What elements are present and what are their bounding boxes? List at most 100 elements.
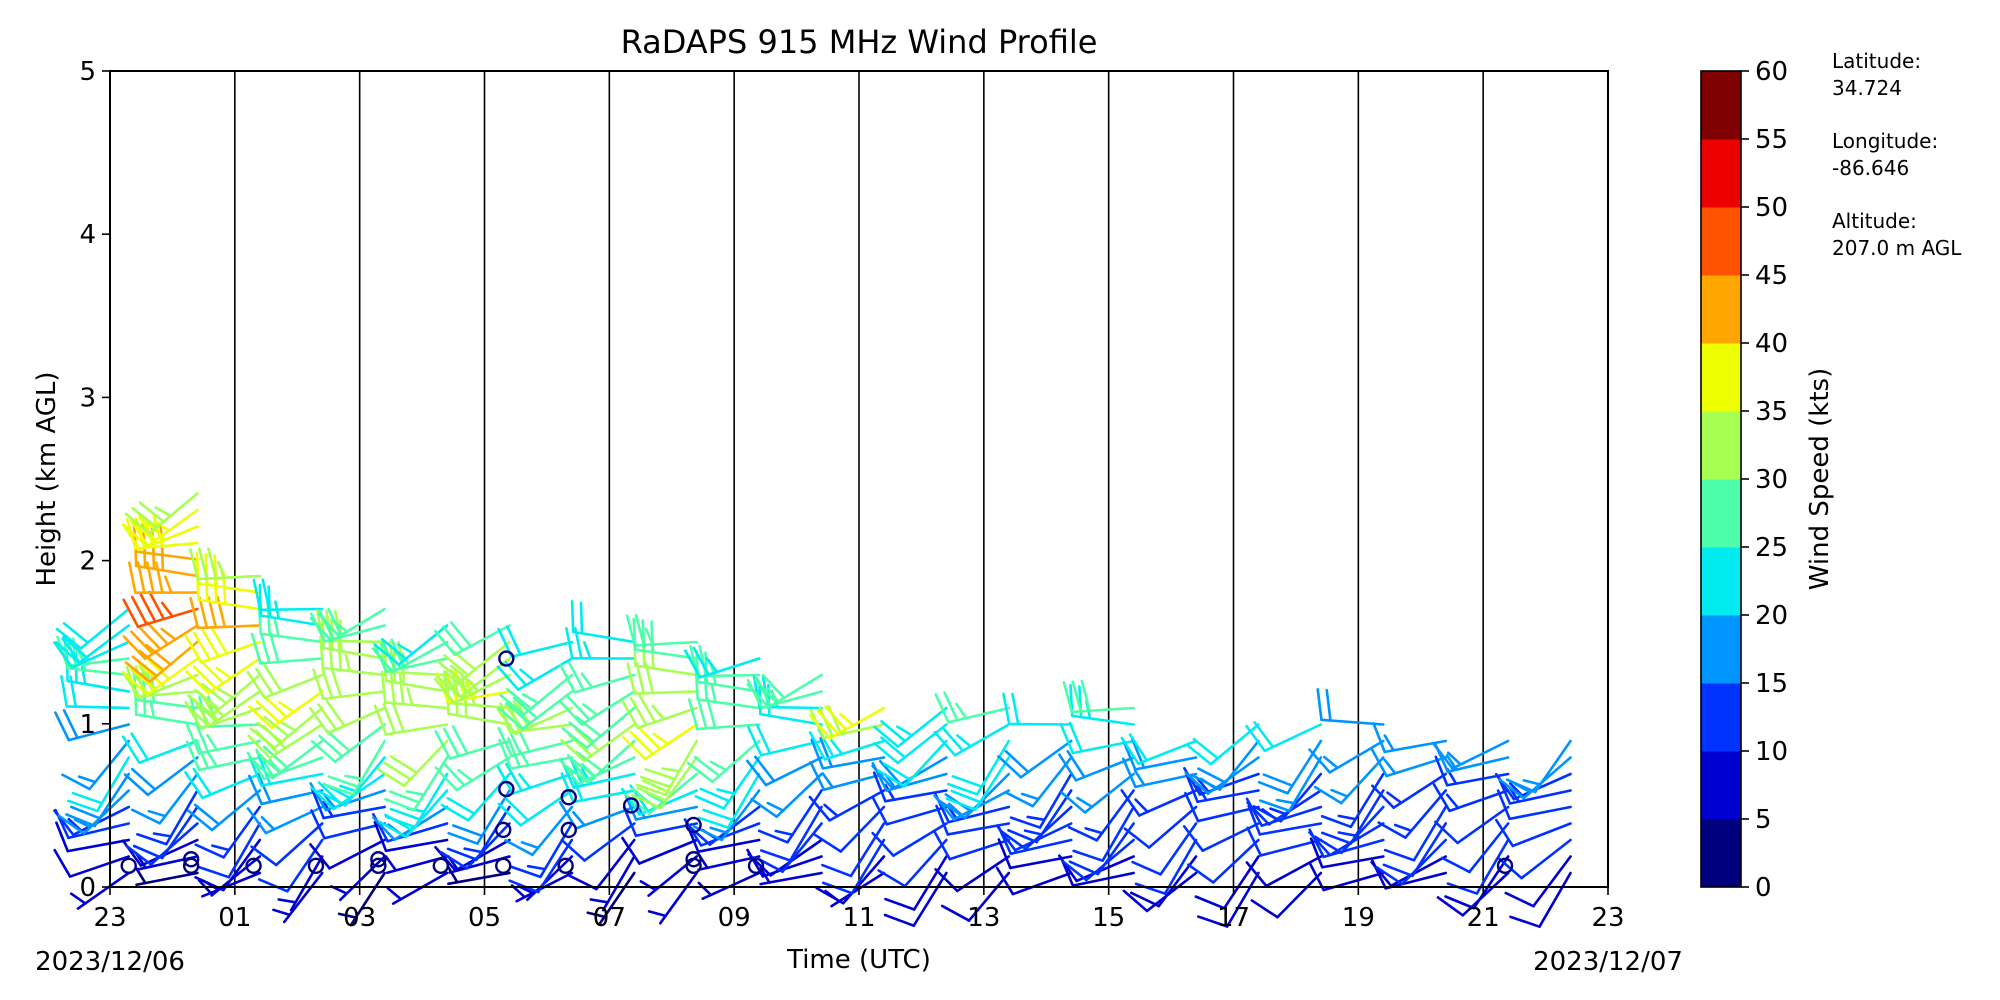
barb-feather xyxy=(567,696,591,721)
wind-barb xyxy=(250,822,324,867)
wind-barb xyxy=(1002,692,1073,726)
barb-feather xyxy=(641,619,646,653)
barb-feather xyxy=(184,634,203,664)
barb-feather xyxy=(709,826,729,835)
wind-barb xyxy=(884,855,948,911)
calm-marker xyxy=(370,857,387,874)
wind-barb xyxy=(560,723,636,763)
barb-staff xyxy=(77,624,131,665)
barb-feather xyxy=(1026,815,1046,822)
wind-barb xyxy=(1504,855,1572,908)
barb-feather xyxy=(498,738,513,770)
barb-staff xyxy=(633,690,699,695)
barb-feather xyxy=(160,627,177,641)
barb-feather xyxy=(248,755,263,787)
barb-feather xyxy=(184,771,204,800)
barb-feather xyxy=(279,720,297,732)
barb-feather xyxy=(121,839,143,867)
barb-staff xyxy=(1265,855,1323,888)
barb-feather xyxy=(518,773,532,790)
barb-staff xyxy=(1404,789,1448,839)
barb-feather xyxy=(122,598,140,629)
wind-barb xyxy=(810,736,886,770)
barb-feather xyxy=(945,797,977,812)
barb-feather xyxy=(139,593,157,623)
wind-barb xyxy=(1495,818,1572,848)
wind-barb xyxy=(1259,756,1323,813)
barb-staff xyxy=(1225,871,1260,928)
calm-marker xyxy=(560,821,577,839)
barb-feather xyxy=(644,767,677,781)
barb-feather xyxy=(198,596,209,629)
barb-feather xyxy=(310,740,337,764)
barb-feather xyxy=(446,796,476,815)
barb-staff xyxy=(1385,756,1448,778)
barb-feather xyxy=(629,731,654,756)
barb-feather xyxy=(1337,831,1357,838)
barb-feather xyxy=(1504,891,1535,908)
barb-feather xyxy=(405,790,426,797)
y-tick-label: 3 xyxy=(79,383,96,413)
barb-feather xyxy=(319,636,325,670)
barb-staff xyxy=(68,855,131,878)
barb-feather xyxy=(705,696,717,729)
wind-barb xyxy=(1123,805,1198,849)
latitude-value: 34.724 xyxy=(1832,76,1902,100)
y-tick-label: 5 xyxy=(79,57,96,87)
barb-feather xyxy=(873,741,900,765)
wind-barb xyxy=(436,640,511,683)
wind-barb xyxy=(310,723,386,764)
barb-staff xyxy=(519,789,574,827)
wind-barb xyxy=(497,789,574,827)
barb-feather xyxy=(1313,785,1343,805)
barb-feather xyxy=(774,829,794,837)
barb-feather xyxy=(999,829,1027,851)
barb-feather xyxy=(810,738,825,770)
wind-barb xyxy=(198,822,262,879)
barb-feather xyxy=(1257,780,1289,795)
wind-barb xyxy=(815,855,886,905)
barb-staff xyxy=(134,550,199,561)
wind-barb xyxy=(69,871,131,910)
barb-feather xyxy=(496,665,520,691)
barb-feather xyxy=(374,643,401,666)
barb-feather xyxy=(65,813,97,828)
barb-feather xyxy=(498,693,526,716)
wind-barb xyxy=(933,723,1011,757)
barb-feather xyxy=(138,501,165,523)
wind-barb xyxy=(746,673,823,709)
colorbar-segment xyxy=(1701,683,1741,752)
colorbar-segment xyxy=(1701,275,1741,344)
wind-barb xyxy=(1375,838,1448,886)
barb-staff xyxy=(65,705,131,710)
barb-staff xyxy=(1349,789,1385,845)
wind-barb xyxy=(55,624,131,665)
barb-feather xyxy=(1444,895,1476,910)
barb-feather xyxy=(995,866,1015,896)
barb-staff xyxy=(412,756,449,812)
barb-staff xyxy=(1412,805,1448,862)
barb-feather xyxy=(1383,848,1416,862)
wind-barb xyxy=(67,756,131,813)
wind-barb xyxy=(498,690,574,731)
calm-marker xyxy=(622,797,640,814)
barb-feather xyxy=(377,768,406,788)
barb-feather xyxy=(652,732,669,746)
barb-feather xyxy=(1375,865,1404,886)
barb-feather xyxy=(1121,757,1137,789)
barb-feather xyxy=(451,824,484,838)
barb-staff xyxy=(1196,805,1260,823)
barb-feather xyxy=(337,912,358,919)
barb-feather xyxy=(386,886,403,901)
barb-staff xyxy=(1339,756,1385,805)
barb-feather xyxy=(683,649,702,679)
barb-staff xyxy=(447,712,511,726)
barb-feather xyxy=(1197,767,1227,784)
barb-feather xyxy=(145,643,172,666)
wind-barb xyxy=(57,789,131,835)
wind-barb xyxy=(694,667,761,710)
barb-feather xyxy=(185,740,201,772)
barb-feather xyxy=(639,775,672,789)
barb-feather xyxy=(255,667,275,696)
barb-staff xyxy=(580,690,636,726)
